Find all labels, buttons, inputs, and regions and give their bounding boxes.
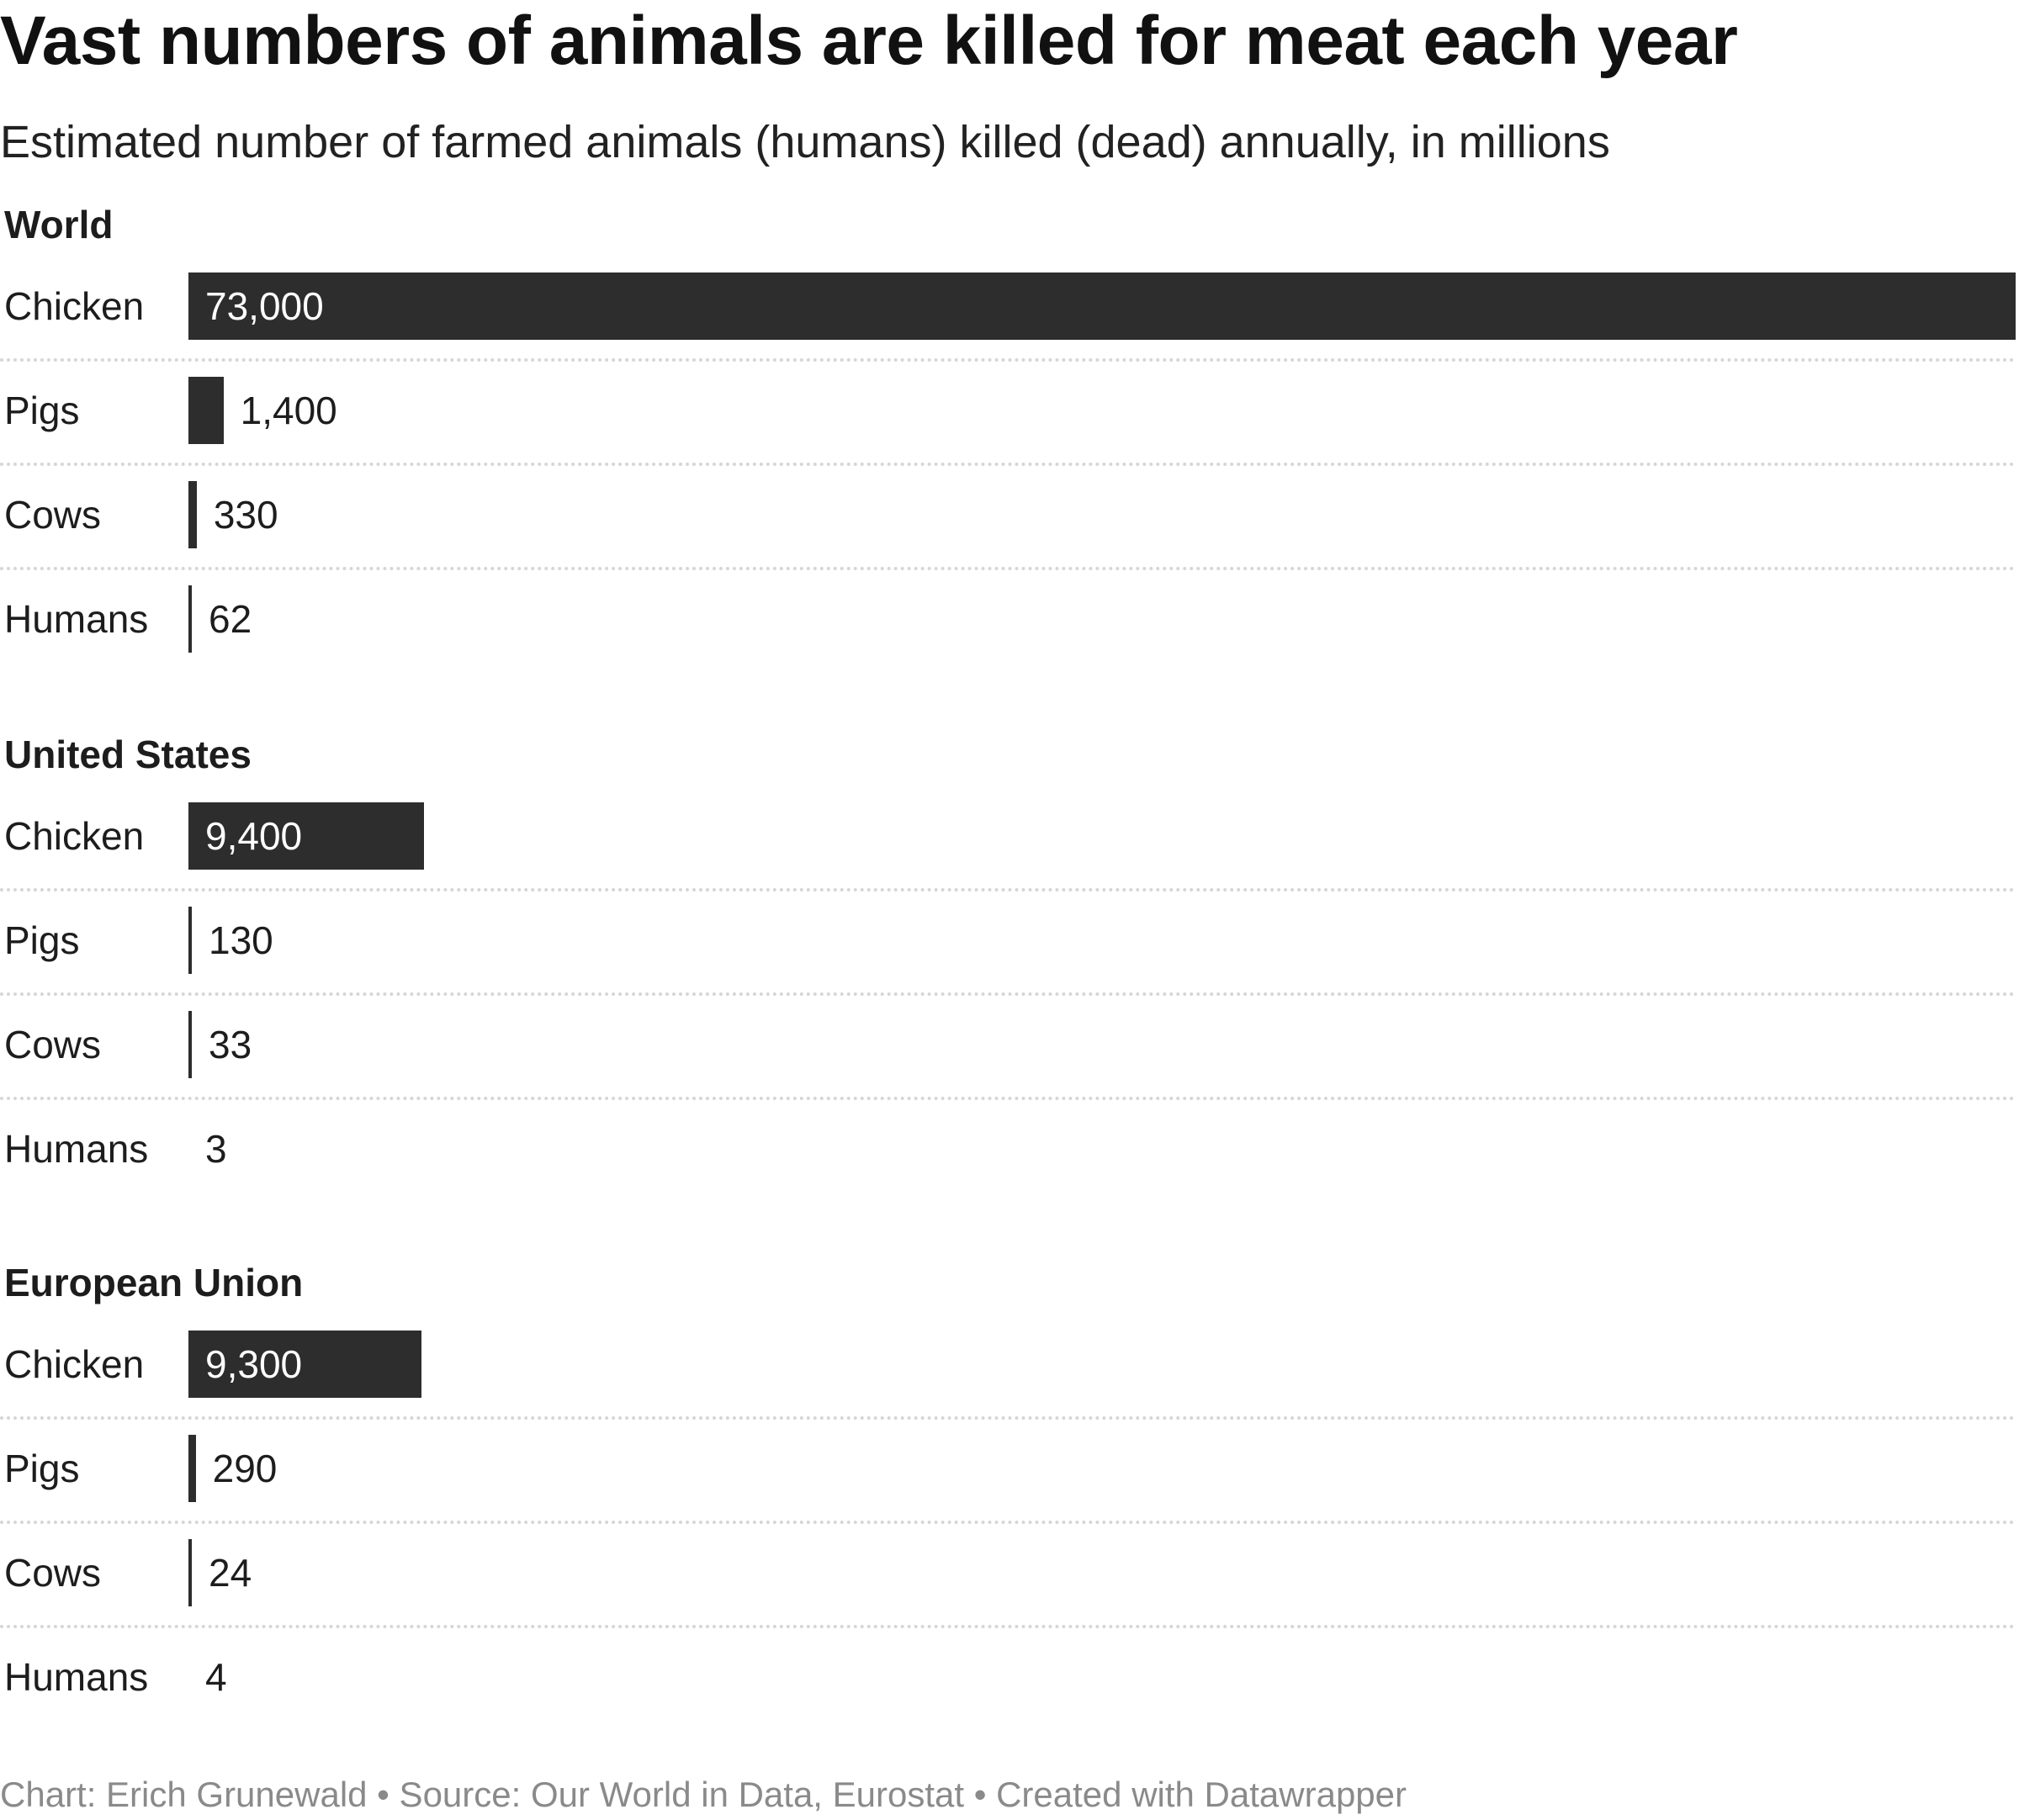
bar-row: Chicken 73,000 xyxy=(0,272,2019,377)
row-divider xyxy=(0,358,2016,362)
chart-title: Vast numbers of animals are killed for m… xyxy=(0,3,1738,79)
bar-row: Cows 24 xyxy=(0,1539,2019,1643)
value-label: 62 xyxy=(209,597,252,641)
category-label: Humans xyxy=(4,1655,149,1699)
category-label: Cows xyxy=(4,1023,102,1066)
row-divider xyxy=(0,1625,2016,1628)
category-label: Pigs xyxy=(4,918,80,962)
category-label: Cows xyxy=(4,493,102,537)
value-label: 9,300 xyxy=(205,1342,303,1386)
bar-row: Pigs 1,400 xyxy=(0,377,2019,481)
row-divider xyxy=(0,1416,2016,1420)
value-label: 290 xyxy=(212,1447,278,1490)
bar xyxy=(188,907,192,974)
bar-row: Chicken 9,400 xyxy=(0,802,2019,907)
category-label: Cows xyxy=(4,1551,102,1595)
bar-row: Humans 3 xyxy=(0,1115,2019,1220)
bar-row: Cows 330 xyxy=(0,481,2019,585)
value-label: 73,000 xyxy=(205,284,324,328)
row-divider xyxy=(0,463,2016,466)
group-title: World xyxy=(4,203,114,246)
value-label: 1,400 xyxy=(240,389,337,432)
row-divider xyxy=(0,888,2016,891)
row-divider xyxy=(0,1097,2016,1100)
bar-row: Chicken 9,300 xyxy=(0,1331,2019,1435)
category-label: Chicken xyxy=(4,814,145,858)
category-label: Humans xyxy=(4,1127,149,1171)
bar-row: Pigs 130 xyxy=(0,907,2019,1011)
row-divider xyxy=(0,992,2016,996)
chart-subtitle: Estimated number of farmed animals (huma… xyxy=(0,117,1610,167)
bar xyxy=(188,1011,192,1078)
group-title: United States xyxy=(4,733,252,776)
value-label: 33 xyxy=(209,1023,252,1066)
row-divider xyxy=(0,1521,2016,1524)
value-label: 24 xyxy=(209,1551,252,1595)
bar xyxy=(188,377,224,444)
bar xyxy=(188,481,197,548)
group-title: European Union xyxy=(4,1261,304,1304)
bar xyxy=(188,585,192,653)
bar-row: Pigs 290 xyxy=(0,1435,2019,1539)
value-label: 3 xyxy=(205,1127,227,1171)
bar xyxy=(188,802,424,870)
bar xyxy=(188,1331,421,1398)
category-label: Pigs xyxy=(4,1447,80,1490)
value-label: 4 xyxy=(205,1655,227,1699)
chart-footer: Chart: Erich Grunewald • Source: Our Wor… xyxy=(0,1775,1407,1814)
value-label: 130 xyxy=(209,918,273,962)
category-label: Chicken xyxy=(4,1342,145,1386)
row-divider xyxy=(0,567,2016,570)
value-label: 9,400 xyxy=(205,814,303,858)
category-label: Chicken xyxy=(4,284,145,328)
bar xyxy=(188,1435,196,1502)
bar xyxy=(188,272,2016,340)
bar-row: Humans 62 xyxy=(0,585,2019,690)
value-label: 330 xyxy=(213,493,278,537)
category-label: Pigs xyxy=(4,389,80,432)
bar-row: Cows 33 xyxy=(0,1011,2019,1115)
category-label: Humans xyxy=(4,597,149,641)
bar xyxy=(188,1539,192,1606)
bar-row: Humans 4 xyxy=(0,1643,2019,1748)
